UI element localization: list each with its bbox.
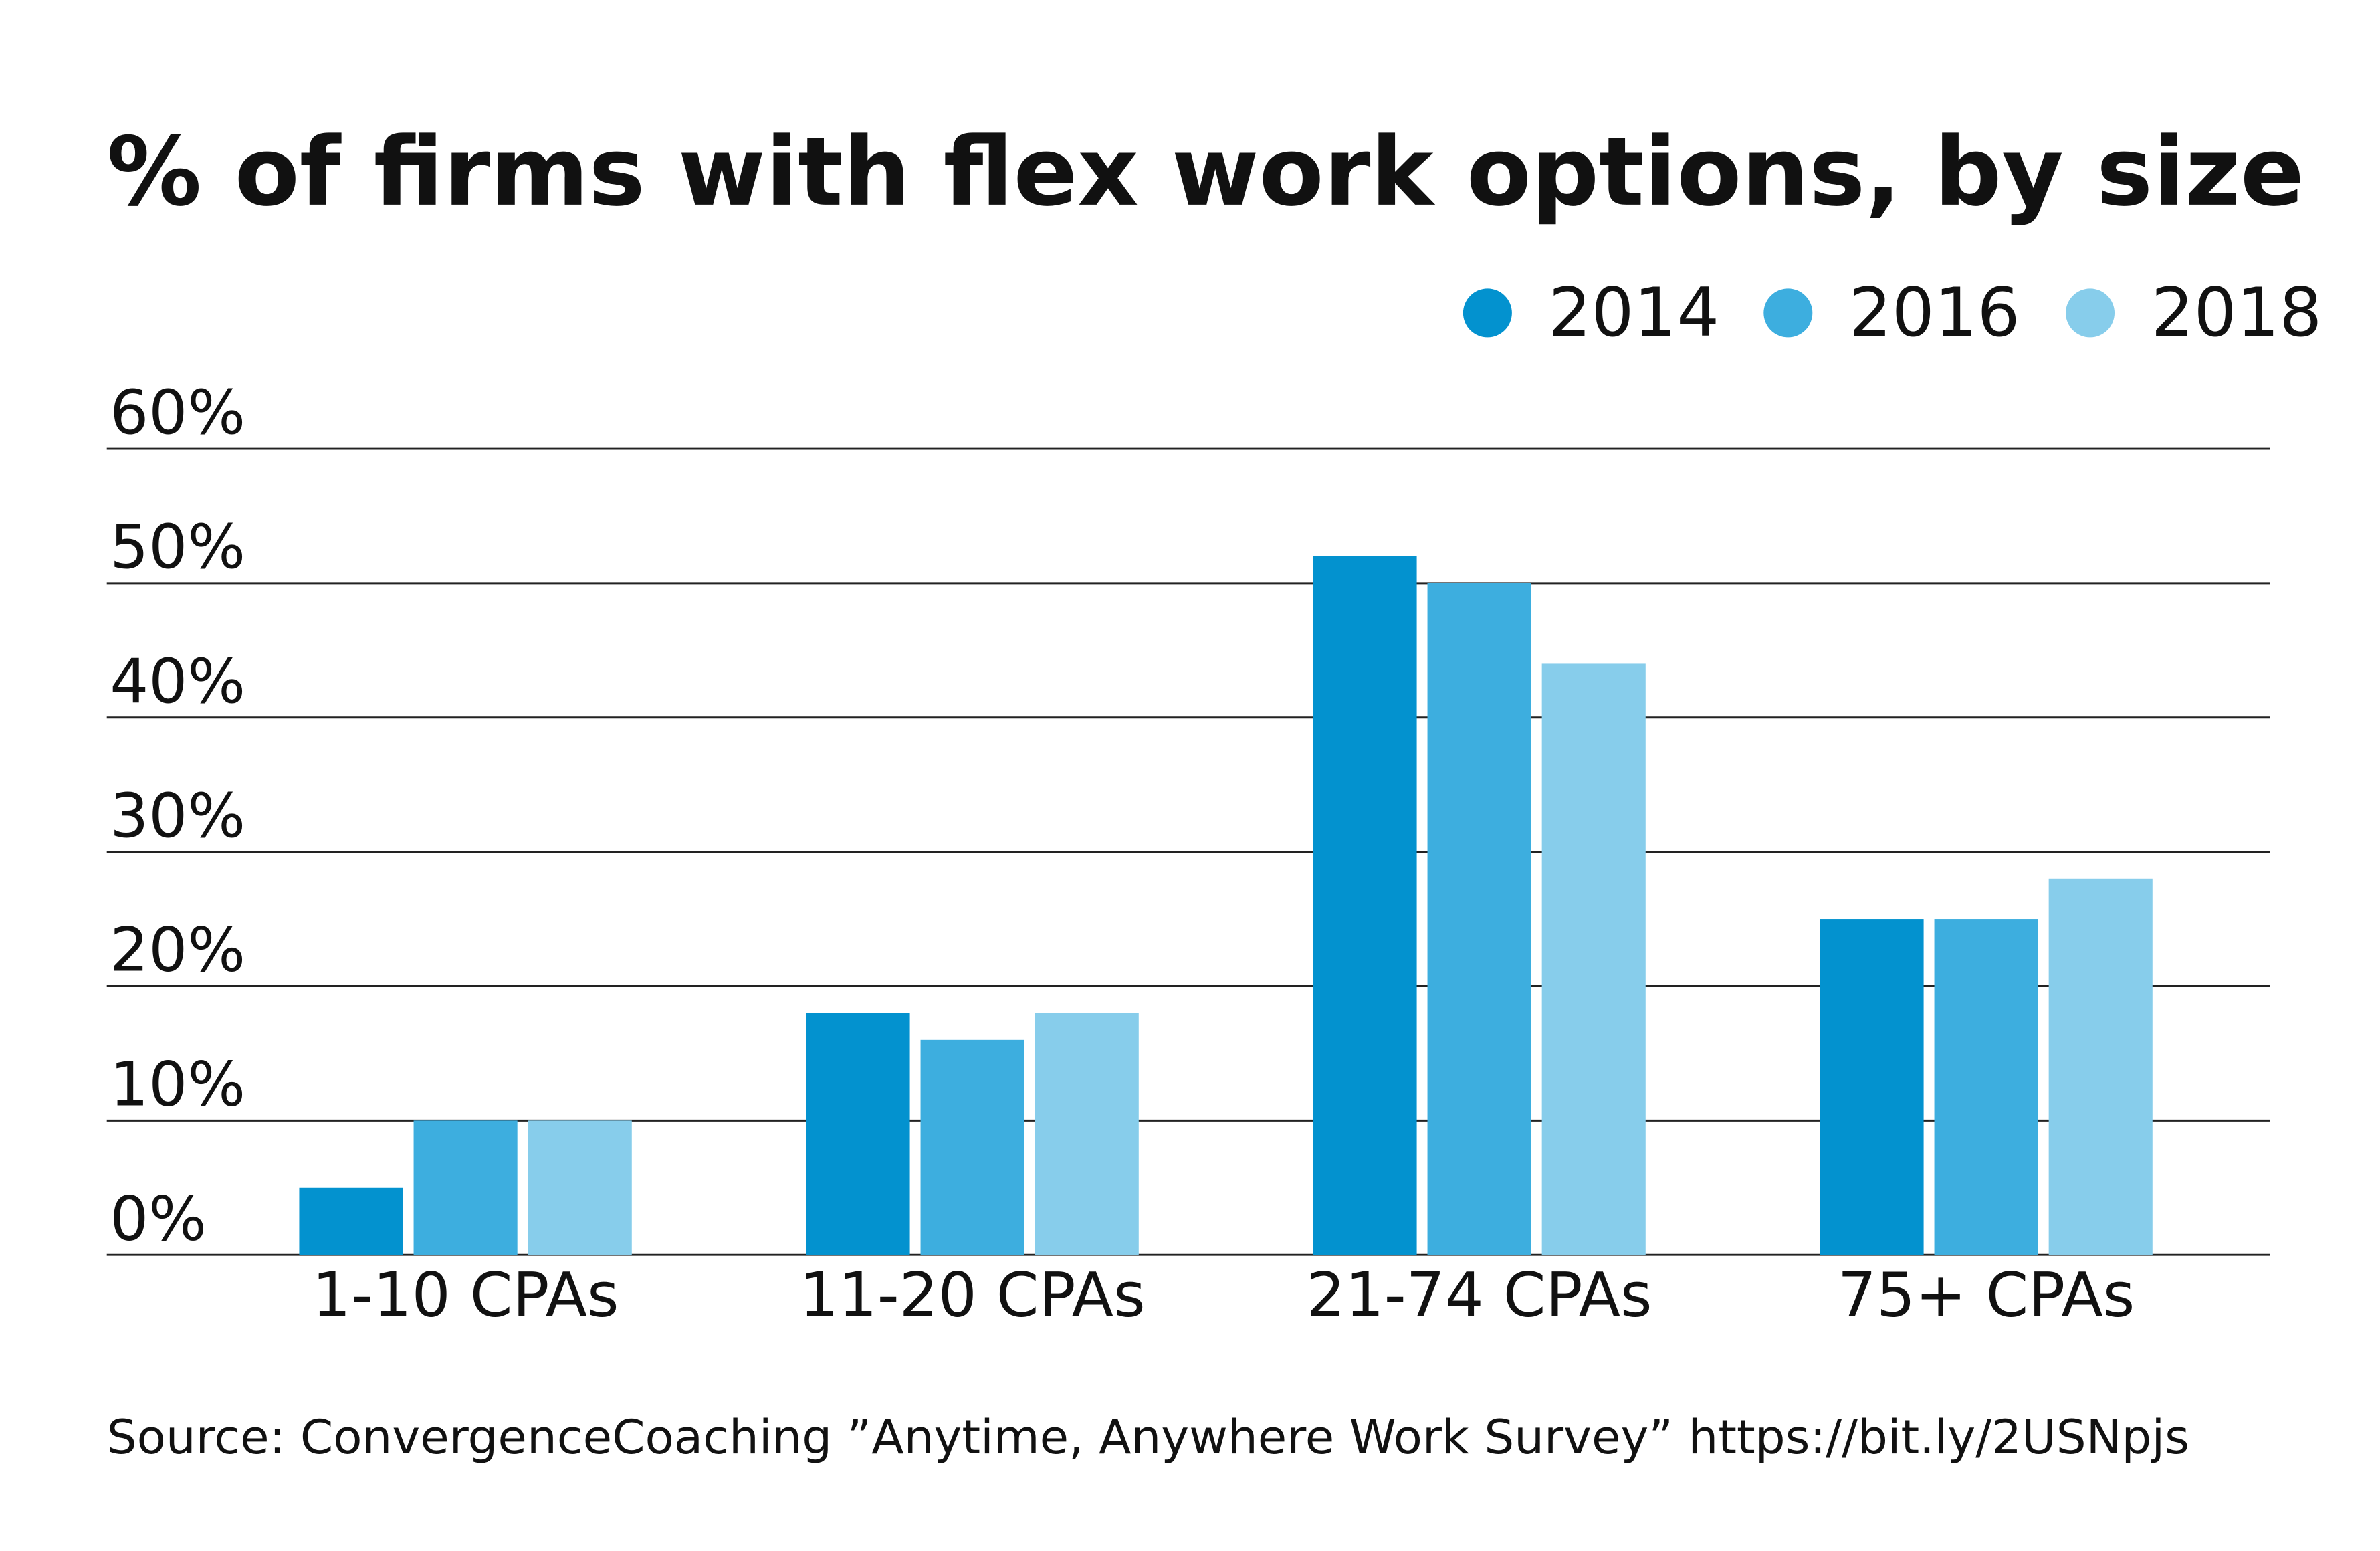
bar <box>413 1120 518 1255</box>
bar <box>806 1013 910 1255</box>
bar <box>528 1120 632 1255</box>
y-tick-label: 60% <box>110 377 245 448</box>
legend-swatch <box>2066 288 2115 338</box>
legend-label: 2018 <box>2151 274 2322 352</box>
bar <box>1820 919 1924 1255</box>
legend-label: 2014 <box>1549 274 1719 352</box>
bar <box>299 1187 403 1255</box>
legend-swatch <box>1463 288 1512 338</box>
bar <box>1427 583 1531 1255</box>
y-tick-label: 40% <box>110 645 245 717</box>
legend-label: 2016 <box>1849 274 2020 352</box>
bar <box>1035 1013 1139 1255</box>
y-tick-label: 20% <box>110 914 245 986</box>
y-tick-label: 50% <box>110 511 245 583</box>
bar <box>1313 556 1417 1255</box>
y-tick-label: 0% <box>110 1182 207 1254</box>
y-tick-label: 30% <box>110 780 245 851</box>
bar <box>1541 663 1646 1255</box>
bar <box>1934 919 2038 1255</box>
x-tick-label: 1-10 CPAs <box>312 1259 619 1330</box>
bar <box>2048 878 2153 1255</box>
legend-swatch <box>1763 288 1813 338</box>
x-tick-label: 21-74 CPAs <box>1307 1259 1652 1330</box>
y-tick-label: 10% <box>110 1048 245 1120</box>
x-tick-label: 11-20 CPAs <box>800 1259 1146 1330</box>
source-note: Source: ConvergenceCoaching ”Anytime, An… <box>107 1409 2189 1465</box>
bar <box>920 1039 1024 1255</box>
x-tick-label: 75+ CPAs <box>1838 1259 2135 1330</box>
chart-title: % of firms with flex work options, by si… <box>107 118 2304 227</box>
